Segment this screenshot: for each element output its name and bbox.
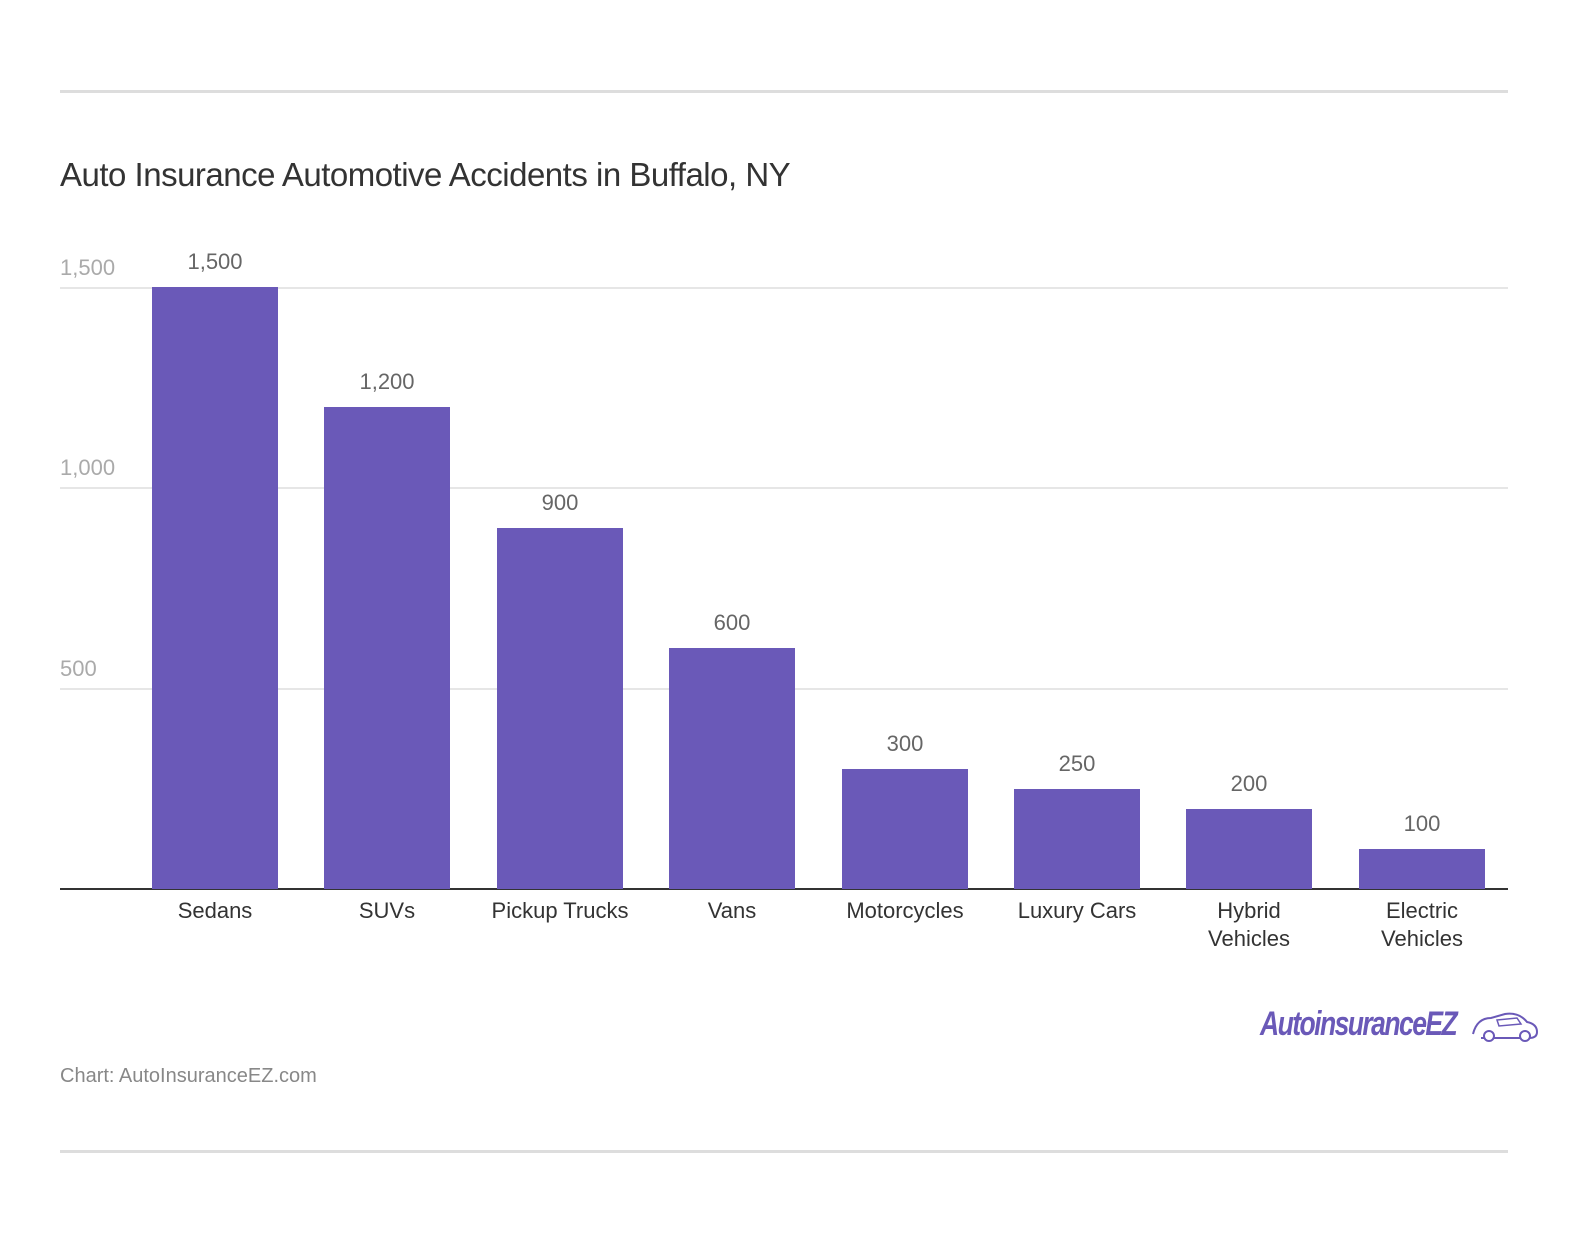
bar-suvs[interactable] xyxy=(324,407,450,889)
x-axis-label: Motorcycles xyxy=(846,898,964,923)
brand-logo[interactable]: AutoinsuranceEZ xyxy=(1260,1004,1541,1044)
bar-electric-vehicles[interactable] xyxy=(1359,849,1485,889)
y-tick-1500: 1,500 xyxy=(60,255,116,280)
value-label: 200 xyxy=(1230,771,1268,796)
x-axis-label: Electric Vehicles xyxy=(1381,898,1463,951)
value-label: 600 xyxy=(713,610,751,635)
x-axis-label: Pickup Trucks xyxy=(491,898,629,923)
x-axis-label: Hybrid Vehicles xyxy=(1208,898,1290,951)
x-axis-line xyxy=(60,888,1508,890)
gridline-1500 xyxy=(60,287,1508,289)
plot-area: 1,500 1,000 500 1,500 Sedans 1,200 SUVs 900 P… xyxy=(60,249,1508,951)
value-label: 900 xyxy=(541,490,579,515)
y-tick-500: 500 xyxy=(60,656,97,681)
x-axis-label: Luxury Cars xyxy=(1017,898,1137,923)
bar-pickup-trucks[interactable] xyxy=(497,528,623,889)
bar-sedans[interactable] xyxy=(152,287,278,889)
bottom-divider xyxy=(60,1150,1508,1153)
x-axis-label: Sedans xyxy=(177,898,253,923)
value-label: 250 xyxy=(1058,751,1096,776)
bar-luxury-cars[interactable] xyxy=(1014,789,1140,889)
bar-hybrid-vehicles[interactable] xyxy=(1186,809,1312,889)
x-axis-label: Vans xyxy=(707,898,757,923)
value-label: 100 xyxy=(1403,811,1441,836)
chart-title: Auto Insurance Automotive Accidents in B… xyxy=(60,156,791,193)
y-tick-1000: 1,000 xyxy=(60,455,116,480)
x-axis-label: SUVs xyxy=(358,898,416,923)
gridline-1000 xyxy=(60,487,1508,489)
chart-source: Chart: AutoInsuranceEZ.com xyxy=(60,1065,317,1087)
value-label: 1,500 xyxy=(187,249,243,274)
value-label: 300 xyxy=(886,731,924,756)
bar-vans[interactable] xyxy=(669,648,795,889)
bar-motorcycles[interactable] xyxy=(842,769,968,889)
top-divider xyxy=(60,90,1508,93)
value-label: 1,200 xyxy=(359,369,415,394)
logo-text: AutoinsuranceEZ xyxy=(1260,1004,1458,1043)
car-outline-icon xyxy=(1472,1012,1539,1042)
